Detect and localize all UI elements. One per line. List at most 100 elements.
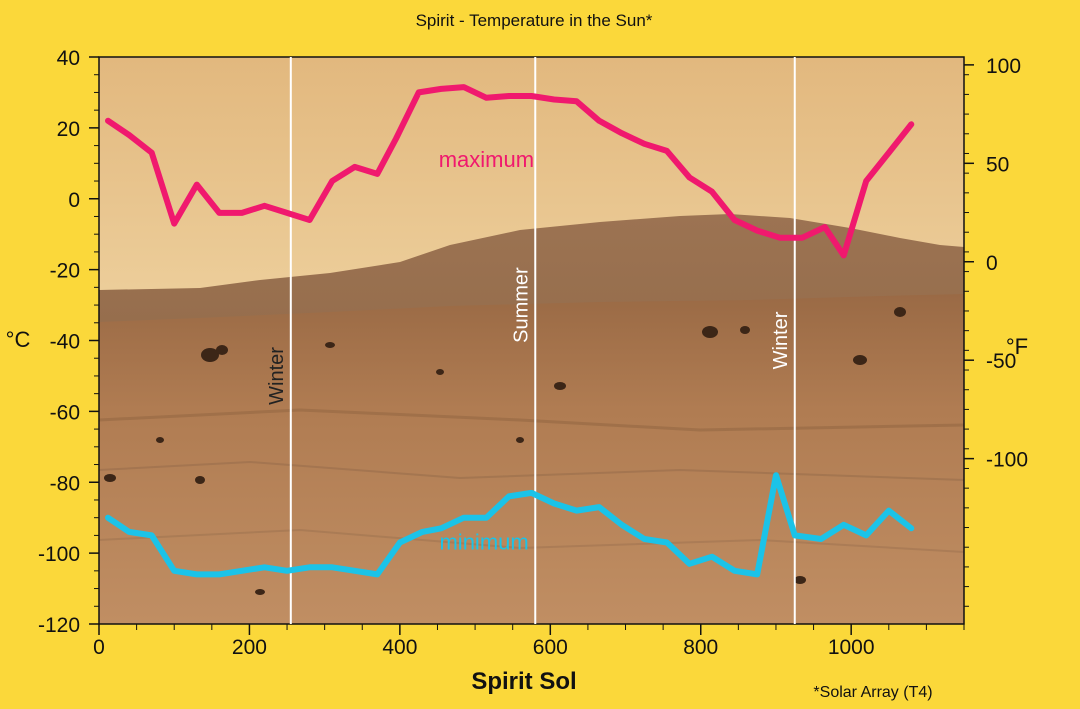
data-point-minimum <box>529 490 534 496</box>
data-point-maximum <box>374 171 380 177</box>
data-point-minimum <box>687 561 692 567</box>
data-point-minimum <box>641 536 647 542</box>
data-point-maximum <box>171 221 177 227</box>
series-label-maximum: maximum <box>439 147 534 172</box>
data-point-minimum <box>262 564 267 570</box>
data-point-maximum <box>619 130 625 136</box>
data-point-maximum <box>732 217 738 223</box>
data-point-minimum <box>792 532 798 538</box>
data-point-maximum <box>352 164 358 170</box>
data-point-maximum <box>886 150 892 156</box>
data-point-maximum <box>329 178 335 184</box>
data-point-minimum <box>352 568 358 574</box>
data-point-minimum <box>284 568 290 574</box>
data-point-maximum <box>574 98 580 104</box>
data-point-minimum <box>483 515 489 521</box>
y-tick-label-right: 100 <box>986 55 1021 78</box>
data-point-minimum <box>307 564 313 570</box>
data-point-minimum <box>216 571 222 577</box>
data-point-maximum <box>664 148 670 154</box>
data-point-maximum <box>863 178 869 184</box>
data-point-minimum <box>171 568 177 574</box>
plot-area <box>99 57 964 624</box>
data-point-maximum <box>105 118 111 124</box>
season-label-winter: Winter <box>770 311 792 369</box>
data-point-minimum <box>709 554 715 560</box>
y-tick-label-left: -40 <box>50 331 80 354</box>
y-tick-label-left: -80 <box>50 472 80 495</box>
data-point-maximum <box>461 84 467 90</box>
data-point-minimum <box>754 571 760 577</box>
y-axis-label-left: °C <box>6 327 31 352</box>
data-point-maximum <box>262 203 267 209</box>
data-point-maximum <box>822 224 828 230</box>
data-point-minimum <box>574 508 580 514</box>
data-point-minimum <box>841 522 847 528</box>
data-point-maximum <box>284 210 290 216</box>
y-tick-label-left: 20 <box>57 118 80 141</box>
data-point-maximum <box>596 118 602 124</box>
y-tick-label-right: -100 <box>986 449 1028 472</box>
data-point-maximum <box>754 228 760 234</box>
data-point-minimum <box>239 568 245 574</box>
data-point-maximum <box>777 235 783 241</box>
data-point-maximum <box>416 89 422 95</box>
axes: °C °F Spirit Sol *Solar Array (T4) 0 200 4… <box>6 47 1028 701</box>
data-point-maximum <box>438 86 444 92</box>
data-point-maximum <box>393 136 399 141</box>
data-point-minimum <box>461 515 467 521</box>
data-point-maximum <box>799 235 805 241</box>
data-point-minimum <box>908 525 914 531</box>
mars-landscape <box>99 214 964 624</box>
data-point-minimum <box>619 522 625 528</box>
chart-title: Spirit - Temperature in the Sun* <box>416 11 653 30</box>
x-tick-label: 0 <box>93 636 105 659</box>
data-point-maximum <box>687 175 692 180</box>
data-point-maximum <box>216 210 222 216</box>
data-point-minimum <box>863 532 869 538</box>
y-tick-label-left: -100 <box>38 543 80 566</box>
data-point-maximum <box>529 93 534 99</box>
data-point-minimum <box>886 508 892 514</box>
y-axis-label-right: °F <box>1006 334 1028 359</box>
data-point-maximum <box>841 252 847 258</box>
data-point-minimum <box>194 571 200 577</box>
season-label-winter: Winter <box>266 347 288 405</box>
data-point-maximum <box>551 97 557 102</box>
y-tick-label-right: -50 <box>986 350 1016 373</box>
x-axis-label: Spirit Sol <box>471 668 576 695</box>
footnote: *Solar Array (T4) <box>813 684 932 701</box>
data-point-minimum <box>551 501 557 506</box>
data-point-minimum <box>397 540 403 545</box>
data-point-minimum <box>419 529 425 535</box>
x-tick-label: 1000 <box>828 636 875 659</box>
x-tick-label: 400 <box>382 636 417 659</box>
data-point-maximum <box>149 150 155 156</box>
y-tick-label-left: 0 <box>68 189 80 212</box>
data-point-minimum <box>596 504 602 510</box>
data-point-maximum <box>709 189 715 195</box>
data-point-maximum <box>307 217 313 223</box>
y-tick-label-left: -60 <box>50 401 80 424</box>
x-tick-label: 200 <box>232 636 267 659</box>
y-tick-label-left: 40 <box>57 47 80 70</box>
data-point-maximum <box>126 132 132 138</box>
data-series: maximum minimum <box>105 84 915 578</box>
data-point-maximum <box>483 95 489 101</box>
data-point-minimum <box>374 571 380 577</box>
data-point-minimum <box>105 515 111 521</box>
data-point-minimum <box>818 536 824 542</box>
data-point-maximum <box>908 121 914 127</box>
data-point-maximum <box>641 141 647 147</box>
data-point-minimum <box>438 525 444 531</box>
data-point-maximum <box>506 93 512 99</box>
data-point-minimum <box>329 564 335 570</box>
y-tick-label-right: 0 <box>986 252 998 275</box>
series-label-minimum: minimum <box>439 530 528 555</box>
y-tick-label-left: -20 <box>50 260 80 283</box>
data-point-minimum <box>664 540 670 545</box>
data-point-minimum <box>773 472 779 478</box>
data-point-maximum <box>194 182 200 188</box>
x-tick-label: 600 <box>533 636 568 659</box>
